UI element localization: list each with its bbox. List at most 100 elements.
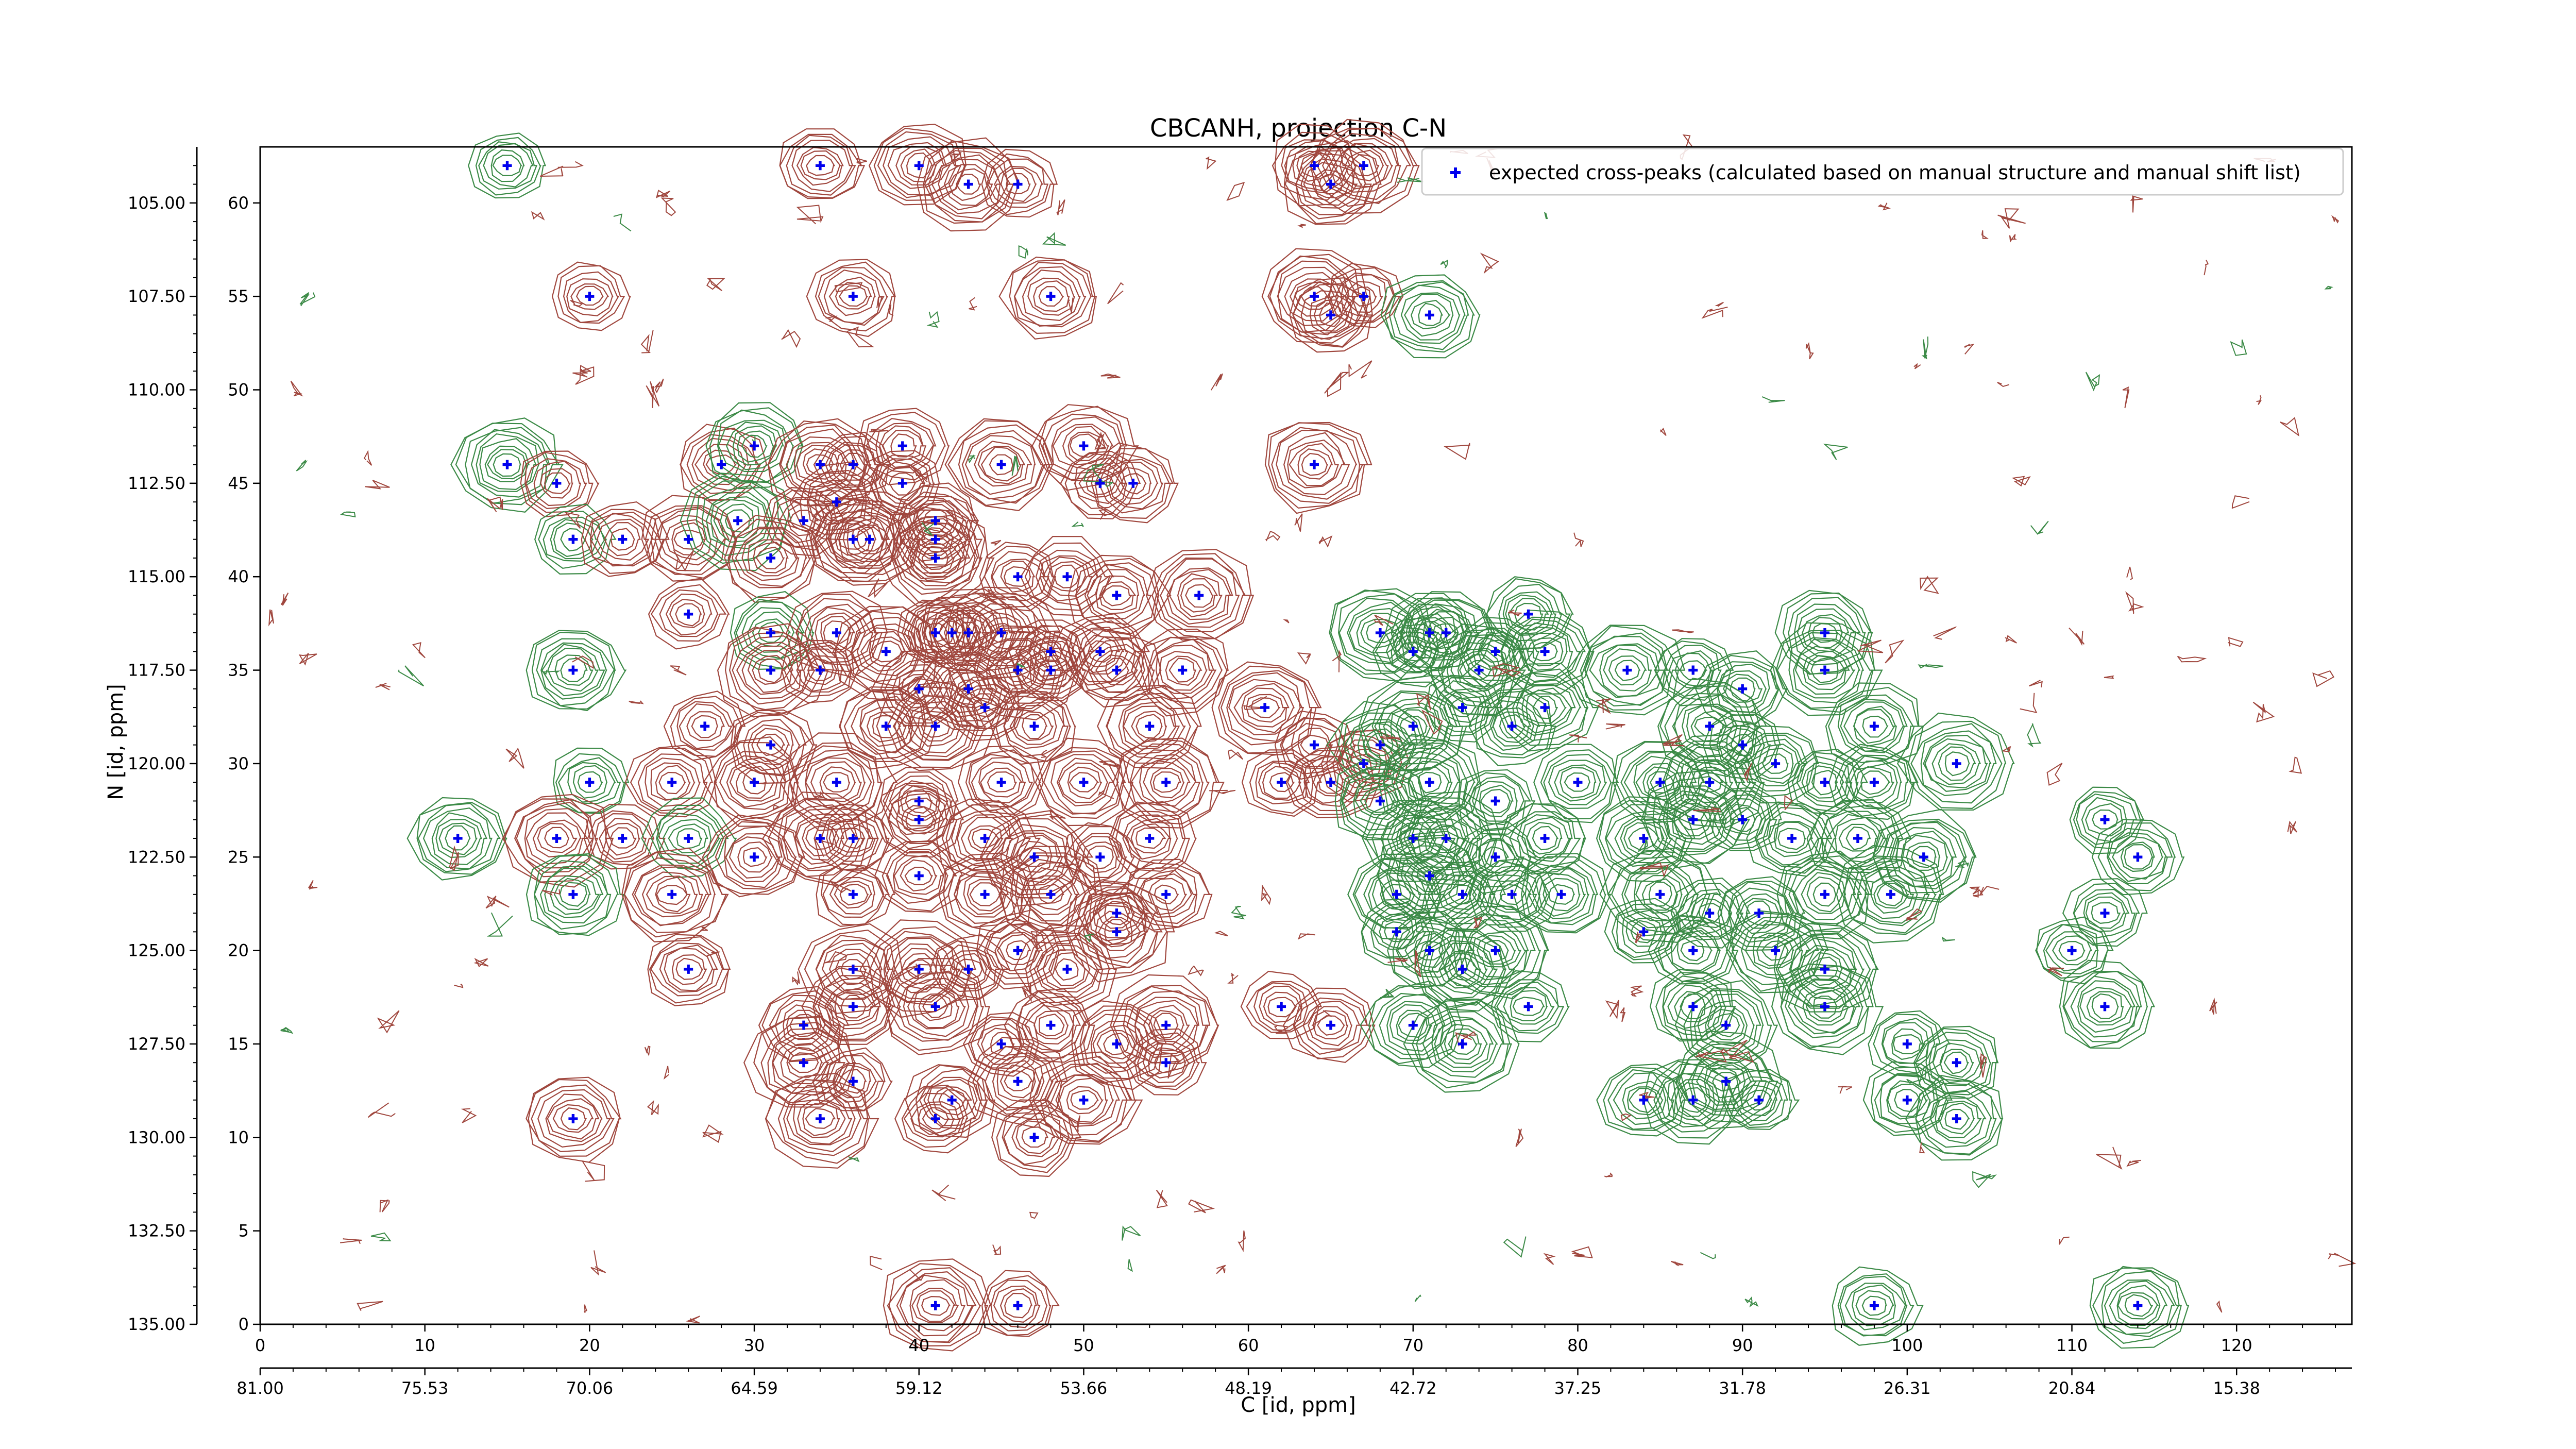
noise-contour [654, 378, 664, 394]
contour-ring [1015, 636, 1091, 702]
contour-ring [1500, 803, 1586, 875]
contour-ring [1115, 467, 1152, 499]
noise-contour [829, 881, 852, 893]
contour-ring [1233, 683, 1295, 733]
contour-ring [1485, 578, 1571, 651]
contour-ring [1486, 576, 1574, 649]
contour-ring [575, 285, 604, 306]
contour-ring [2091, 993, 2119, 1019]
contour-ring [1743, 738, 1808, 786]
cross-peak-marker [1886, 889, 1895, 899]
cross-peak-marker [1095, 647, 1105, 656]
contour-ring [1300, 290, 1363, 340]
cross-peak-marker [1277, 1002, 1286, 1012]
x-index-tick-label: 20 [579, 1336, 600, 1355]
contour-ring [1426, 824, 1466, 853]
cross-peak-marker [2067, 946, 2077, 955]
contour-ring [1004, 566, 1031, 587]
cross-peak-marker [1309, 740, 1319, 750]
contour-ring [1756, 934, 1795, 967]
cross-peak-marker [750, 778, 759, 787]
noise-contour [2122, 386, 2130, 409]
contour-ring [1074, 833, 1127, 883]
cross-peak-marker [848, 292, 858, 301]
noise-contour [2125, 591, 2134, 614]
contour-ring [1168, 658, 1197, 683]
contour-ring [1896, 712, 2015, 811]
contour-ring [887, 790, 954, 850]
contour-ring [1065, 881, 1175, 983]
contour-ring [1084, 563, 1152, 625]
contour-ring [1472, 860, 1551, 928]
contour-ring [537, 822, 578, 853]
x-ppm-tick-label: 48.19 [1225, 1378, 1272, 1398]
contour-ring [1807, 952, 1843, 986]
x-index-tick-label: 100 [1891, 1336, 1923, 1355]
cross-peak-marker [1952, 1114, 1961, 1124]
noise-contour [2059, 1236, 2070, 1245]
contour-ring [539, 865, 609, 924]
contour-ring [1136, 869, 1197, 918]
contour-ring [1873, 880, 1909, 909]
contour-ring [777, 799, 864, 878]
contour-ring [1678, 808, 1709, 831]
contour-ring [2059, 959, 2156, 1049]
cross-peak-marker [897, 441, 907, 451]
contour-ring [1365, 797, 1460, 877]
y-index-tick-label: 60 [228, 193, 249, 213]
contour-ring [1363, 865, 1433, 921]
contour-ring [748, 724, 794, 766]
contour-ring [873, 127, 966, 201]
contour-ring [610, 528, 635, 551]
contour-ring [981, 148, 1058, 218]
contour-ring [1398, 641, 1427, 662]
contour-ring [889, 775, 948, 827]
cross-peak-marker [914, 964, 924, 974]
cross-peak-marker [1425, 946, 1434, 955]
cross-peak-marker [1079, 441, 1089, 451]
cross-peak-marker [815, 460, 825, 469]
contour-ring [758, 621, 785, 643]
noise-contour [909, 1269, 925, 1284]
contour-ring [658, 514, 719, 566]
contour-ring [572, 765, 608, 799]
contour-ring [2091, 819, 2185, 896]
contour-ring [1268, 422, 1369, 509]
contour-ring [832, 1063, 877, 1103]
noise-contour [1071, 521, 1084, 527]
x-index-tick-label: 90 [1732, 1336, 1753, 1355]
contour-ring [921, 546, 950, 570]
noise-contour [781, 329, 801, 348]
contour-ring [1056, 757, 1114, 806]
y-index-tick-label: 30 [228, 754, 249, 773]
y-ppm-tick-label: 107.50 [128, 287, 185, 306]
contour-ring [524, 451, 594, 513]
cross-peak-marker [1458, 703, 1467, 713]
contour-ring [1773, 821, 1813, 853]
contour-ring [1073, 892, 1163, 970]
contour-ring [662, 819, 712, 857]
contour-ring [605, 822, 641, 856]
noise-contour [1374, 614, 1394, 626]
contour-ring [756, 733, 786, 756]
contour-ring [1616, 908, 1676, 958]
cross-peak-marker [1161, 1058, 1171, 1068]
contour-ring [834, 991, 875, 1021]
contour-ring [1681, 759, 1741, 809]
contour-ring [1532, 825, 1559, 851]
contour-ring [1297, 728, 1333, 763]
contour-ring [1920, 730, 1997, 796]
cross-peak-marker [766, 665, 776, 675]
contour-ring [1566, 625, 1686, 716]
cross-peak-marker [1309, 292, 1319, 301]
contour-ring [955, 174, 981, 195]
contour-ring [525, 458, 587, 510]
noise-contour [1067, 297, 1074, 313]
noise-contour [1226, 181, 1245, 201]
noise-contour [1098, 790, 1114, 799]
contour-ring [1383, 702, 1442, 752]
noise-contour [1348, 360, 1372, 379]
cross-peak-marker [1408, 647, 1418, 656]
contour-ring [1004, 988, 1095, 1063]
contour-ring [916, 1290, 956, 1322]
